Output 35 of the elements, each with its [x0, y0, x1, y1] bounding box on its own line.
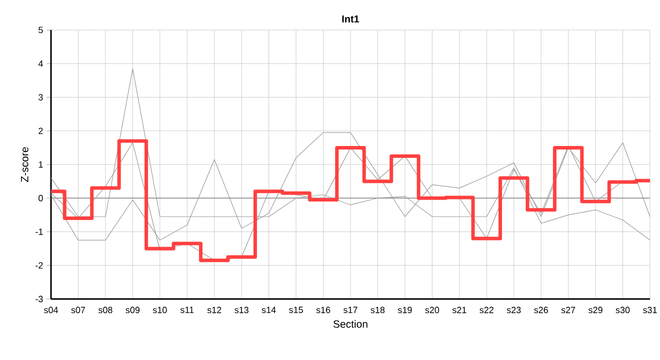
x-tick-label: s12 — [207, 306, 222, 314]
x-tick-label: s23 — [506, 306, 521, 314]
x-tick-label: s08 — [98, 306, 112, 314]
x-tick-label: s16 — [316, 306, 330, 314]
y-tick-label: 4 — [38, 60, 43, 67]
x-axis-title: Section — [333, 320, 368, 328]
x-tick-label: s19 — [398, 306, 412, 314]
x-tick-label: s30 — [616, 306, 630, 314]
x-tick-label: s14 — [262, 306, 276, 314]
x-tick-label: s15 — [289, 306, 303, 314]
x-tick-label: s09 — [126, 306, 140, 314]
x-tick-label: s07 — [71, 306, 86, 314]
x-tick-label: s11 — [180, 306, 194, 314]
y-tick-label: 1 — [38, 161, 43, 168]
x-tick-label: s29 — [588, 306, 602, 314]
y-tick-label: -3 — [36, 296, 43, 302]
y-tick-label: -1 — [36, 228, 43, 235]
chart-title: Int1 — [342, 16, 360, 22]
x-tick-label: s22 — [480, 306, 494, 314]
x-tick-label: s21 — [452, 306, 466, 314]
y-tick-label: 3 — [38, 94, 43, 100]
y-tick-label: -2 — [36, 262, 43, 269]
x-tick-label: s26 — [534, 306, 548, 314]
x-tick-label: s17 — [344, 306, 358, 314]
x-tick-label: s27 — [561, 306, 576, 314]
x-tick-label: s18 — [370, 306, 385, 314]
x-tick-label: s20 — [425, 306, 440, 314]
y-axis-title: Z-score — [21, 147, 28, 182]
x-tick-label: s31 — [643, 306, 657, 314]
y-tick-label: 0 — [38, 194, 43, 202]
x-tick-label: s13 — [234, 306, 248, 314]
y-tick-label: 5 — [38, 26, 43, 34]
y-tick-label: 2 — [38, 128, 43, 134]
x-tick-label: s10 — [152, 306, 167, 314]
x-tick-label: s04 — [44, 306, 58, 314]
